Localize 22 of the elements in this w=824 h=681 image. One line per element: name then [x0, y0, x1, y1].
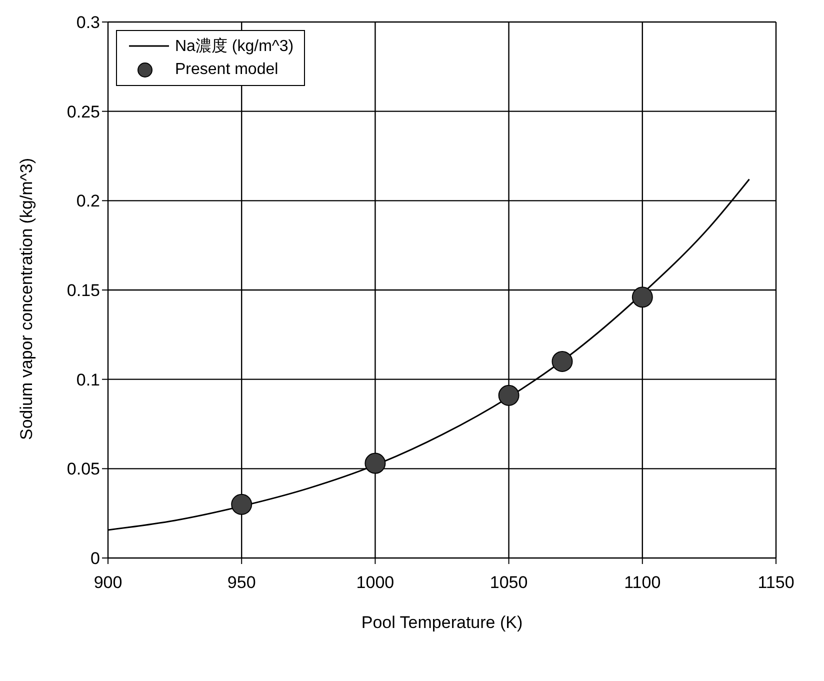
x-axis-title: Pool Temperature (K): [361, 613, 523, 632]
y-tick-label: 0.1: [76, 370, 100, 390]
y-tick-label: 0.05: [66, 460, 100, 479]
point: [498, 384, 520, 406]
y-axis-title: Sodium vapor concentration (kg/m^3): [17, 158, 36, 440]
x-tick-label: 1000: [356, 573, 394, 592]
y-tick-label: 0: [90, 549, 100, 568]
point: [231, 494, 252, 515]
x-tick-label: 950: [227, 573, 256, 592]
x-tick-label: 1150: [758, 573, 794, 592]
point: [552, 350, 573, 372]
y-tick-label: 0.15: [66, 281, 100, 300]
legend-label: Na濃度 (kg/m^3): [175, 36, 294, 56]
point: [632, 286, 653, 308]
y-tick-label: 0.25: [66, 102, 100, 122]
x-tick-label: 1050: [490, 573, 528, 592]
x-tick-label: 1100: [624, 573, 661, 592]
y-tick-label: 0.3: [76, 13, 100, 32]
point: [364, 452, 386, 474]
y-tick-label: 0.2: [76, 192, 100, 211]
x-tick-label: 900: [94, 573, 122, 592]
legend-label: Present model: [175, 61, 278, 79]
